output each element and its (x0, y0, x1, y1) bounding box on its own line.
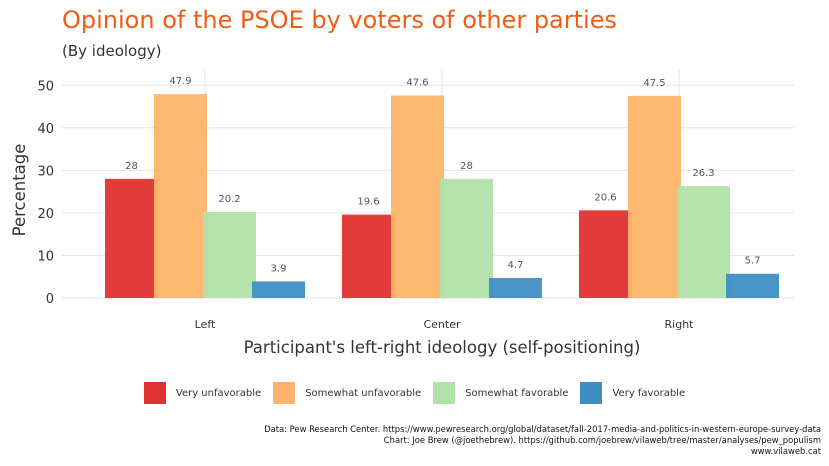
bar (628, 95, 681, 298)
chart-legend: Very unfavorable Somewhat unfavorable Some… (0, 382, 829, 404)
legend-item: Very favorable (580, 382, 685, 404)
x-tick-label: Right (665, 318, 695, 331)
y-tick-label: 40 (37, 122, 54, 137)
data-label: 47.5 (643, 78, 665, 89)
x-axis-title: Participant's left-right ideology (self-… (244, 338, 641, 357)
legend-label: Very unfavorable (175, 387, 262, 399)
data-label: 19.6 (357, 197, 379, 208)
legend-swatch (143, 382, 166, 404)
data-label: 3.9 (271, 263, 287, 274)
data-label: 28 (460, 161, 473, 172)
data-label: 5.7 (745, 256, 761, 267)
y-tick-label: 50 (37, 79, 54, 94)
y-tick-label: 10 (37, 249, 54, 264)
bar (342, 214, 395, 298)
y-tick-label: 0 (46, 292, 54, 307)
legend-item: Somewhat favorable (433, 382, 568, 404)
x-tick-label: Center (423, 318, 461, 331)
bar (489, 278, 542, 298)
legend-label: Somewhat unfavorable (305, 387, 422, 399)
legend-swatch (433, 382, 456, 404)
y-axis-title: Percentage (10, 144, 29, 237)
data-label: 20.6 (594, 192, 616, 203)
chart-title: Opinion of the PSOE by voters of other p… (62, 6, 617, 34)
bar (440, 178, 493, 298)
bar (579, 210, 632, 298)
caption-website: www.vilaweb.cat (750, 446, 821, 456)
data-label: 26.3 (692, 168, 714, 179)
chart-subtitle: (By ideology) (62, 42, 162, 60)
legend-label: Very favorable (612, 387, 686, 399)
data-label: 47.9 (169, 76, 191, 87)
legend-label: Somewhat favorable (465, 387, 569, 399)
data-label: 4.7 (508, 260, 524, 271)
caption-chart-credit: Chart: Joe Brew (@joethebrew). https://g… (383, 435, 821, 445)
legend-swatch (273, 382, 296, 404)
bar (154, 94, 207, 298)
bar-chart: 0 10 20 30 40 50 28 47.9 20.2 3.9 Left 19.6 47.6 28 4.… (10, 70, 794, 357)
x-tick-label: Left (195, 318, 216, 331)
chart-caption: Data: Pew Research Center. https://www.p… (264, 424, 821, 457)
bar (252, 281, 305, 298)
data-label: 20.2 (218, 194, 240, 205)
y-tick-label: 30 (37, 164, 54, 179)
data-label: 28 (125, 161, 138, 172)
legend-item: Very unfavorable (143, 382, 262, 404)
y-tick-label: 20 (37, 207, 54, 222)
bar (391, 95, 444, 298)
bar (105, 178, 158, 298)
data-label: 47.6 (406, 77, 428, 88)
bar (677, 186, 730, 298)
caption-data-source: Data: Pew Research Center. https://www.p… (264, 424, 821, 434)
bar (203, 212, 256, 298)
legend-swatch (580, 382, 603, 404)
legend-item: Somewhat unfavorable (273, 382, 421, 404)
bar (726, 273, 779, 298)
